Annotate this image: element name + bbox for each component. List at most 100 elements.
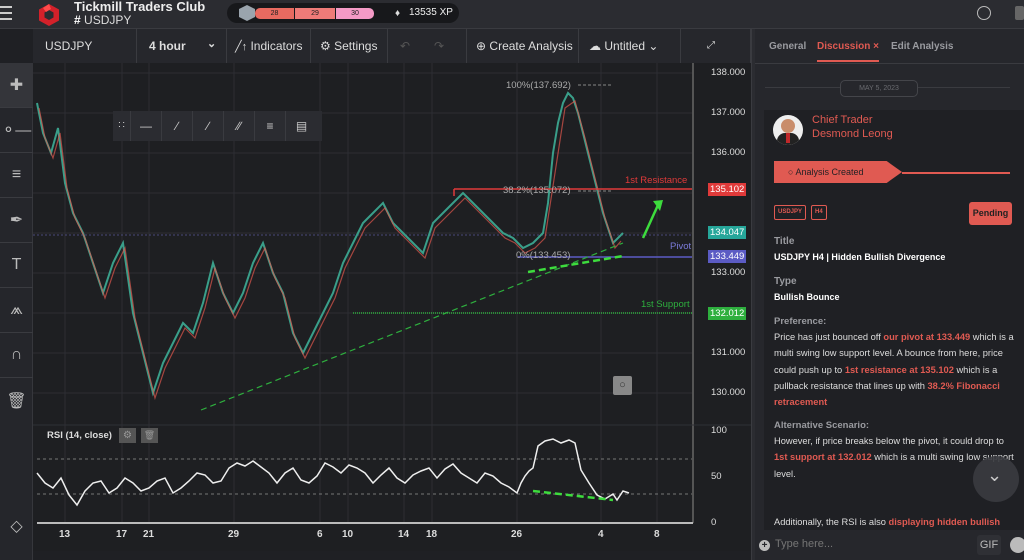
trash-tool[interactable]: 🗑 <box>6 392 27 410</box>
fib-0-label: 0%(133.453) <box>516 250 571 261</box>
rsi-tick: 0 <box>711 517 717 528</box>
author-name[interactable]: Desmond Leong <box>812 128 893 140</box>
y-tick: 136.000 <box>711 147 746 158</box>
type-value: Bullish Bounce <box>774 292 840 302</box>
fib-extension-tool[interactable]: ▤ <box>295 119 308 133</box>
close-icon[interactable]: × <box>873 41 879 52</box>
cloud-upload-icon: ☁ <box>589 39 601 53</box>
hash-icon: # <box>74 13 81 27</box>
x-tick: 21 <box>143 529 155 540</box>
fib-100-label: 100%(137.692) <box>506 80 571 91</box>
x-tick: 18 <box>426 529 438 540</box>
gem-icon: ♦ <box>395 8 401 19</box>
x-tick: 26 <box>511 529 523 540</box>
tab-discussion[interactable]: Discussion × <box>817 41 879 62</box>
horizontal-ray-tool[interactable]: — <box>131 111 162 141</box>
resistance-label: 1st Resistance <box>625 175 688 186</box>
parallel-channel-tool[interactable]: ∕∕ <box>224 111 255 141</box>
brush-tool[interactable]: ✒ <box>0 198 33 243</box>
symbol-selector[interactable]: USDJPY <box>33 29 137 63</box>
preference-text: Price has just bounced off our pivot at … <box>774 332 1014 408</box>
tickmill-logo <box>39 4 59 26</box>
analysis-panel: General Discussion × Edit Analysis MAY 5… <box>755 29 1024 560</box>
chevron-down-icon: ⌄ <box>207 38 217 50</box>
magnet-tool[interactable]: ∩ <box>0 333 33 378</box>
emoji-icon[interactable] <box>1010 537 1024 553</box>
alternative-label: Alternative Scenario: <box>774 420 870 431</box>
support-price-badge: 132.012 <box>708 307 747 320</box>
y-tick: 131.000 <box>711 347 746 358</box>
last-price-badge: 134.047 <box>708 226 747 239</box>
scroll-down-button[interactable]: ⌄ <box>973 456 1019 502</box>
level-29: 29 <box>295 8 335 19</box>
chart-canvas <box>33 63 751 524</box>
extended-line-tool[interactable]: ∕ <box>162 111 193 141</box>
type-label: Type <box>774 276 797 287</box>
panel-tabs: General Discussion × Edit Analysis <box>755 29 1024 64</box>
menu-icon[interactable] <box>0 6 14 20</box>
create-analysis-button[interactable]: ⊕ Create Analysis <box>467 29 579 63</box>
price-chart[interactable]: ∷ — ∕ ∕ ∕∕ ≡ ▤ 100%(137.692) 38.2%(135.0… <box>33 63 751 551</box>
resistance-price-badge: 135.102 <box>708 183 747 196</box>
fullscreen-button[interactable]: ⤢ <box>681 29 751 63</box>
gif-button[interactable]: GIF <box>977 535 1001 555</box>
settings-icon[interactable] <box>1015 6 1024 20</box>
x-tick: 29 <box>228 529 240 540</box>
timeframe-selector[interactable]: 4 hour ⌄ <box>137 29 227 63</box>
x-tick: 6 <box>317 529 323 540</box>
y-tick: 130.000 <box>711 387 746 398</box>
redo-button[interactable]: ↷ <box>422 29 467 63</box>
lightbulb-icon: ○ <box>788 167 794 177</box>
tab-general[interactable]: General <box>769 41 807 52</box>
text-tool[interactable]: T <box>0 243 33 288</box>
y-tick: 137.000 <box>711 107 746 118</box>
y-tick: 133.000 <box>711 267 746 278</box>
undo-button[interactable]: ↶ <box>400 39 411 53</box>
plus-circle-icon: ⊕ <box>476 39 487 53</box>
layers-tool[interactable]: ◇ <box>10 517 23 535</box>
x-tick: 10 <box>342 529 354 540</box>
rsi-tick: 50 <box>711 471 722 482</box>
analysis-created-badge: ○ Analysis Created <box>774 161 902 183</box>
crosshair-tool[interactable]: ✚ <box>0 63 33 108</box>
chart-line-icon: ╱↑ <box>235 41 248 53</box>
panel-resize-handle[interactable] <box>751 29 755 560</box>
analysis-card: Chief Trader Desmond Leong ○ Analysis Cr… <box>764 110 1024 530</box>
parallel-lines-tool[interactable]: ≡ <box>0 153 33 198</box>
fib-382-label: 38.2%(135.072) <box>503 185 571 196</box>
rsi-tick: 100 <box>711 425 727 436</box>
top-bar: Tickmill Traders Club # USDJPY 28 29 30 … <box>0 0 1024 29</box>
date-label: MAY 5, 2023 <box>840 80 918 97</box>
lightbulb-icon[interactable]: ○ <box>613 376 632 395</box>
author-role: Chief Trader <box>812 114 873 126</box>
drawing-toolbar: ∷ — ∕ ∕ ∕∕ ≡ ▤ <box>113 111 322 141</box>
status-badge: Pending <box>969 202 1012 225</box>
indicators-button[interactable]: ╱↑ Indicators <box>227 29 311 63</box>
alternative-text: However, if price breaks below the pivot… <box>774 436 1014 479</box>
rsi-label: RSI (14, close) <box>47 430 112 441</box>
pivot-label: Pivot <box>670 241 692 252</box>
x-tick: 14 <box>398 529 410 540</box>
additional-text: Additionally, the RSI is also displaying… <box>774 517 1001 527</box>
rsi-delete-button[interactable]: 🗑 <box>141 428 158 443</box>
pivot-price-badge: 133.449 <box>708 250 747 263</box>
chat-input-bar: + GIF <box>755 531 1024 560</box>
horizontal-line-tool[interactable]: ⚬— <box>0 108 33 153</box>
y-tick: 138.000 <box>711 67 746 78</box>
settings-button[interactable]: ⚙ Settings <box>311 29 388 63</box>
add-attachment-icon[interactable]: + <box>759 540 770 551</box>
level-30: 30 <box>336 8 374 19</box>
pattern-tool[interactable]: ⩕ <box>0 288 33 333</box>
save-dropdown[interactable]: ☁ Untitled ⌄ <box>579 29 681 63</box>
drag-handle-icon[interactable]: ∷ <box>113 111 131 141</box>
avatar[interactable] <box>773 115 803 145</box>
globe-icon[interactable] <box>977 6 991 20</box>
trend-line-tool[interactable]: ∕ <box>193 111 224 141</box>
chat-input[interactable] <box>775 538 935 550</box>
fibonacci-tool[interactable]: ≡ <box>255 111 286 141</box>
tab-edit-analysis[interactable]: Edit Analysis <box>891 41 954 52</box>
rsi-settings-button[interactable]: ⚙ <box>119 428 136 443</box>
channel-name[interactable]: # USDJPY <box>74 13 132 27</box>
xp-progress: 28 29 30 ♦ 13535 XP <box>227 3 459 23</box>
club-name: Tickmill Traders Club <box>74 0 206 14</box>
